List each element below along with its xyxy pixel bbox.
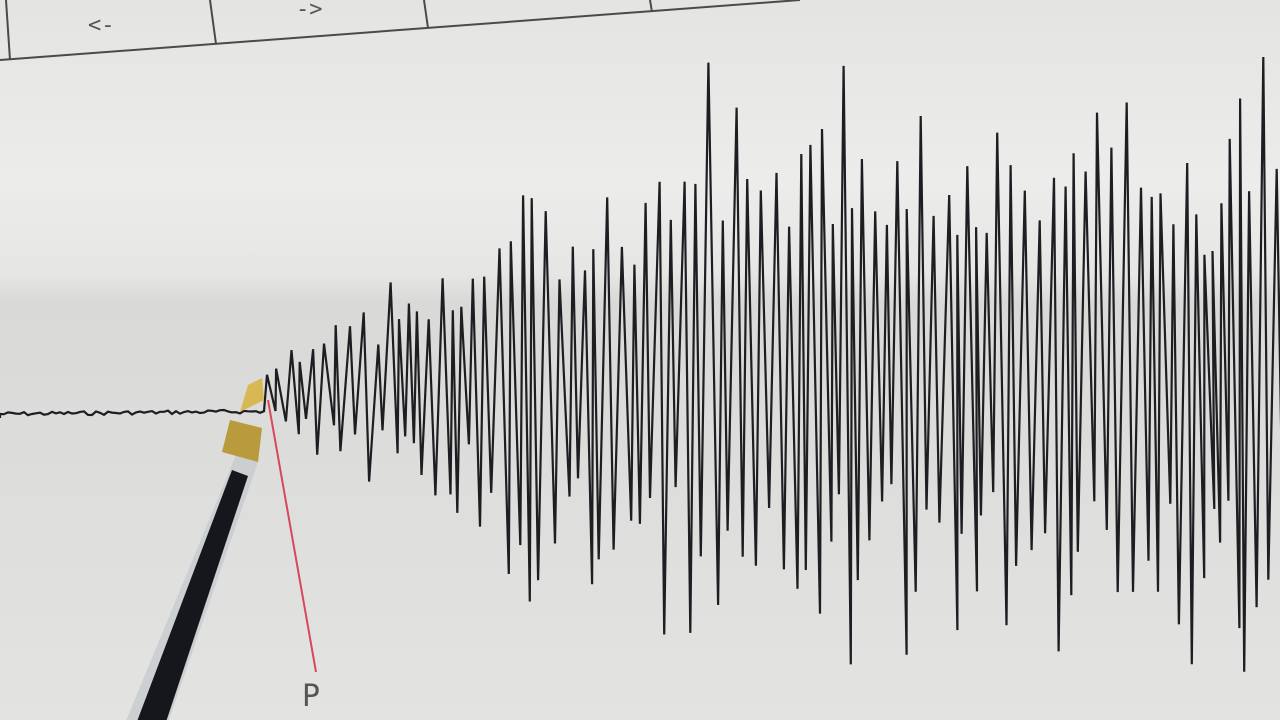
p-wave-label: P [302,679,320,714]
pen [126,378,264,720]
header-cell-right-arrow: -> [296,0,323,22]
header-cell-left-arrow: <- [88,13,115,38]
pen-tip-icon [240,378,264,412]
p-wave-marker-line [267,399,317,673]
trace-path [0,56,1280,672]
table-divider [209,0,217,45]
table-divider [423,0,429,29]
table-bottom-rule [0,0,801,61]
table-divider [5,0,11,61]
seismic-trace [0,56,1280,672]
pen-ink-tube [137,470,248,720]
pen-tip-cone [222,420,262,462]
table-divider [649,0,653,13]
paper-header-table [0,0,801,61]
